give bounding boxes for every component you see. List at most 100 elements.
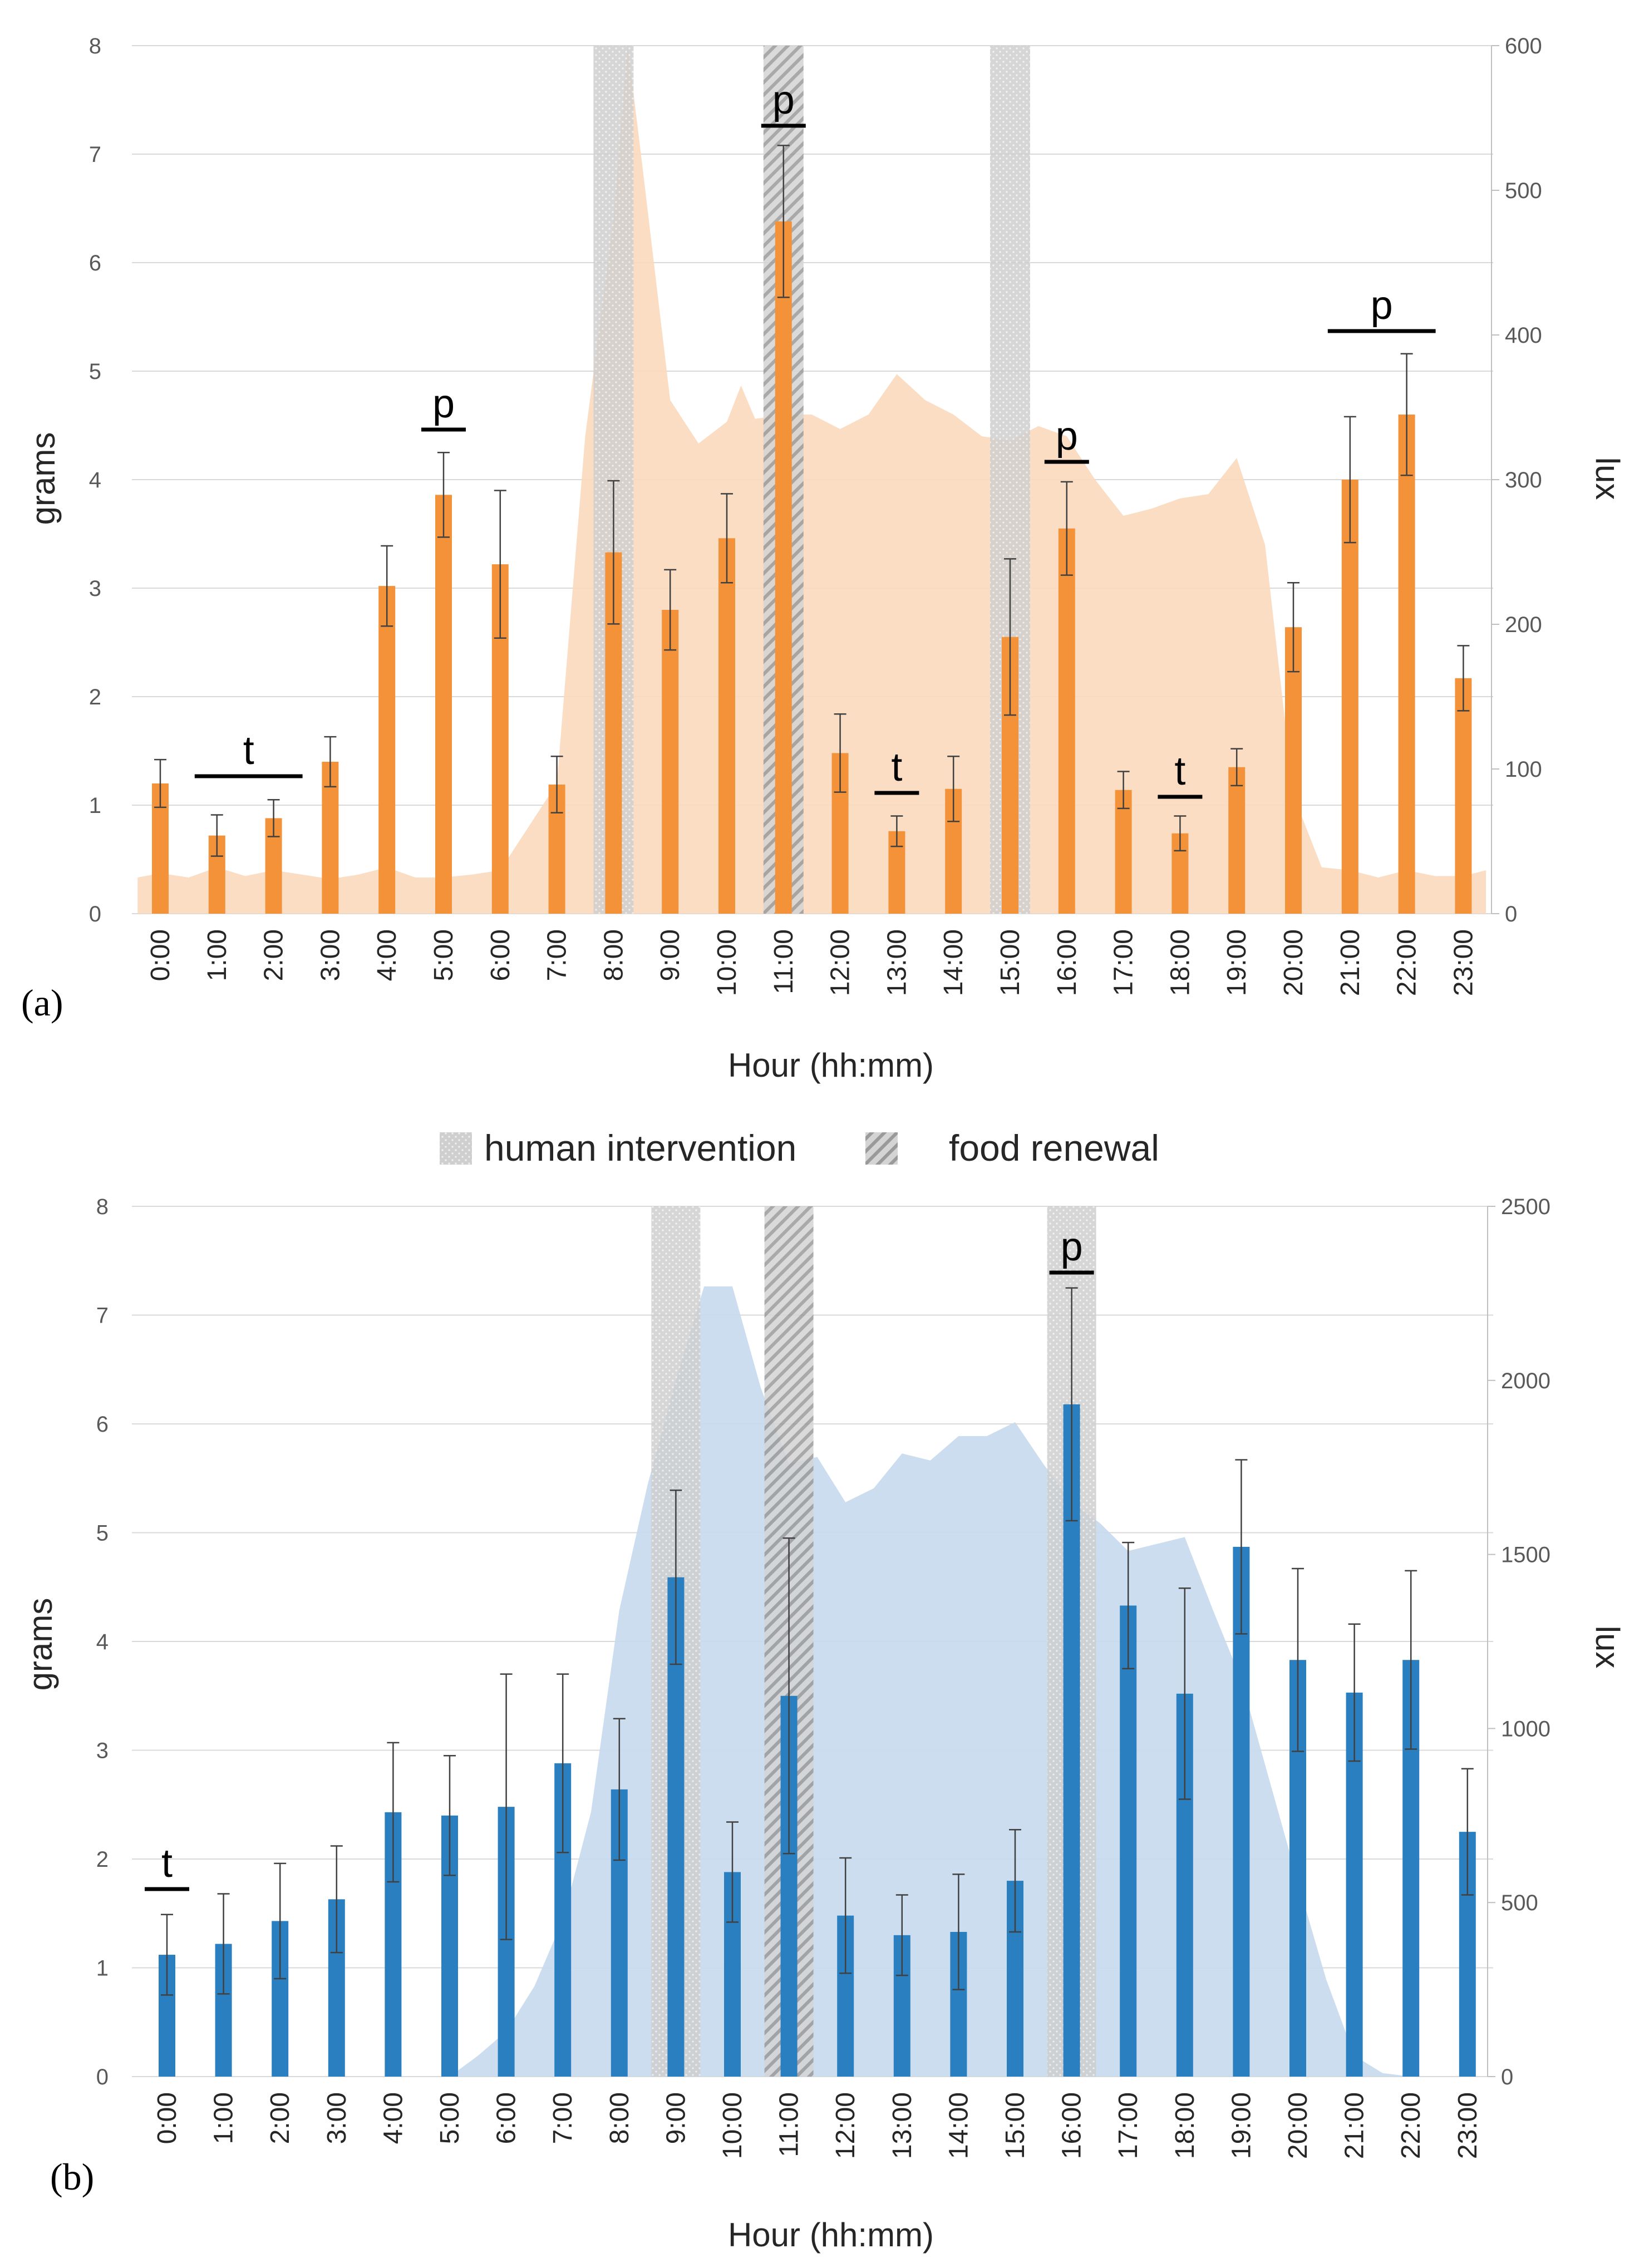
x-tick-label: 13:00 — [882, 929, 912, 996]
y-axis-title-b: grams — [22, 1598, 59, 1691]
annotation-label: p — [772, 78, 795, 122]
panel-label-a: (a) — [21, 982, 63, 1024]
x-tick-label: 20:00 — [1279, 929, 1308, 996]
x-tick-label: 19:00 — [1227, 2092, 1256, 2159]
annotation-label: p — [1056, 414, 1078, 458]
x-tick-label: 10:00 — [718, 2092, 747, 2159]
y-tick-label: 5 — [96, 1521, 109, 1546]
x-tick-label: 7:00 — [548, 2092, 578, 2144]
x-tick-label: 2:00 — [259, 929, 289, 981]
annotation-label: p — [1371, 283, 1393, 328]
y2-tick-label: 2000 — [1501, 1369, 1550, 1393]
y2-tick-label: 100 — [1505, 757, 1542, 782]
y-tick-label: 2 — [96, 1847, 109, 1872]
x-tick-label: 13:00 — [888, 2092, 917, 2159]
bar — [1398, 415, 1415, 914]
legend-label-food-renewal: food renewal — [949, 1127, 1159, 1168]
y-tick-label: 4 — [89, 468, 101, 492]
x-tick-label: 18:00 — [1170, 2092, 1200, 2159]
y-axis-right-a: 0 100 200 300 400 500 600 — [1491, 34, 1542, 926]
lux-area — [137, 46, 1486, 914]
x-tick-label: 12:00 — [831, 2092, 860, 2159]
x-tick-label: 17:00 — [1114, 2092, 1143, 2159]
y2-tick-label: 500 — [1505, 179, 1542, 203]
x-tick-label: 8:00 — [605, 2092, 634, 2144]
bar — [718, 538, 735, 914]
x-tick-label: 11:00 — [775, 2092, 804, 2157]
x-tick-label: 22:00 — [1392, 929, 1422, 996]
x-tick-label: 3:00 — [316, 929, 345, 981]
x-tick-label: 5:00 — [435, 2092, 465, 2144]
legend-swatch-human-intervention — [440, 1132, 472, 1165]
x-tick-label: 11:00 — [769, 929, 799, 994]
y-axis-title-a: grams — [24, 432, 62, 525]
x-tick-label: 1:00 — [209, 2092, 239, 2144]
annotation-label: t — [161, 1841, 173, 1886]
bar — [1341, 480, 1358, 914]
y2-tick-label: 1500 — [1501, 1543, 1550, 1567]
lux-area-b — [144, 1286, 1490, 2077]
x-tick-label: 19:00 — [1222, 929, 1252, 996]
x-tick-label: 0:00 — [152, 2092, 182, 2144]
annotations-b: tp — [145, 1225, 1094, 1891]
x-tick-label: 5:00 — [429, 929, 459, 981]
y-tick-label: 3 — [89, 576, 101, 601]
annotation-label: t — [243, 728, 254, 773]
x-tick-label: 2:00 — [265, 2092, 295, 2144]
y-tick-label: 0 — [96, 2065, 109, 2089]
y2-tick-label: 0 — [1505, 902, 1517, 926]
bar — [1115, 790, 1132, 914]
bar — [435, 495, 452, 914]
x-tick-label: 16:00 — [1052, 929, 1082, 996]
y-tick-label: 8 — [96, 1195, 109, 1219]
panel-label-b: (b) — [50, 2156, 94, 2198]
y2-tick-label: 2500 — [1501, 1195, 1550, 1219]
x-tick-label: 20:00 — [1283, 2092, 1313, 2159]
y2-tick-label: 400 — [1505, 323, 1542, 348]
bar — [1285, 627, 1302, 914]
legend: human intervention food renewal — [440, 1127, 1159, 1168]
x-tick-label: 21:00 — [1336, 929, 1365, 996]
legend-label-human-intervention: human intervention — [484, 1127, 796, 1168]
x-tick-label: 4:00 — [378, 2092, 408, 2144]
y-axis-right-b: 0 500 1000 1500 2000 2500 — [1487, 1195, 1550, 2089]
bar — [1228, 767, 1246, 914]
x-tick-label: 23:00 — [1453, 2092, 1483, 2159]
x-axis-b: 0:00 1:00 2:00 3:00 4:00 5:00 6:00 7:00 8:00 9:00… — [152, 2092, 1483, 2159]
bar — [1120, 1605, 1137, 2077]
x-axis-title-a: Hour (hh:mm) — [728, 1047, 934, 1084]
annotation-label: t — [1174, 749, 1185, 793]
bar — [1233, 1546, 1250, 2077]
x-tick-label: 3:00 — [322, 2092, 352, 2144]
bars-b — [159, 1287, 1476, 2077]
bar — [1455, 678, 1472, 914]
x-tick-label: 15:00 — [1001, 2092, 1030, 2159]
annotation-label: p — [432, 382, 455, 426]
y-tick-label: 8 — [89, 34, 101, 58]
y2-tick-label: 0 — [1501, 2065, 1513, 2089]
x-tick-label: 23:00 — [1449, 929, 1478, 996]
x-tick-label: 22:00 — [1396, 2092, 1426, 2159]
y-tick-label: 4 — [96, 1630, 109, 1654]
x-tick-label: 15:00 — [996, 929, 1025, 996]
chart-panel-a: 0 1 2 3 4 5 6 7 8 0 100 200 300 400 500 600 0:00 1:00 2:… — [21, 34, 1626, 1084]
y-tick-label: 6 — [96, 1412, 109, 1437]
bar — [1058, 528, 1075, 914]
y-tick-label: 3 — [96, 1739, 109, 1763]
x-tick-label: 10:00 — [712, 929, 742, 996]
y-tick-label: 7 — [89, 142, 101, 167]
y2-tick-label: 200 — [1505, 613, 1542, 637]
y-tick-label: 1 — [96, 1956, 109, 1981]
x-tick-label: 1:00 — [203, 929, 232, 981]
x-axis-a: 0:00 1:00 2:00 3:00 4:00 5:00 6:00 7:00 8:00 9:00… — [146, 929, 1478, 996]
y-tick-label: 5 — [89, 359, 101, 384]
y2-tick-label: 600 — [1505, 34, 1542, 58]
x-tick-label: 16:00 — [1057, 2092, 1087, 2159]
chart-panel-b: 0 1 2 3 4 5 6 7 8 0 500 1000 1500 2000 2500 0:00 1:00 2… — [22, 1195, 1626, 2254]
y-tick-label: 6 — [89, 251, 101, 275]
bars-a — [152, 145, 1472, 914]
x-tick-label: 12:00 — [826, 929, 855, 996]
x-tick-label: 14:00 — [944, 2092, 973, 2159]
y2-tick-label: 300 — [1505, 468, 1542, 492]
